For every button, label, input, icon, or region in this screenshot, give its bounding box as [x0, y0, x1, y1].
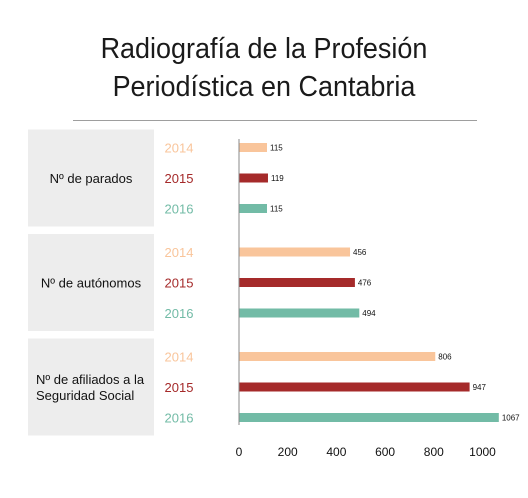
x-tick-label: 1000 — [469, 445, 496, 459]
year-label: 2016 — [165, 202, 194, 217]
group-label: Nº de autónomos — [41, 276, 142, 291]
bar-2015 — [239, 173, 268, 183]
bar-2015 — [239, 278, 355, 287]
bar-2014 — [239, 247, 351, 257]
data-label: 456 — [353, 248, 367, 257]
data-label: 115 — [270, 205, 283, 214]
year-label: 2015 — [165, 380, 194, 395]
data-label: 476 — [358, 279, 372, 288]
x-tick-label: 0 — [236, 445, 243, 459]
year-label: 2016 — [165, 306, 194, 321]
year-label: 2015 — [165, 276, 194, 291]
year-label: 2014 — [165, 141, 194, 156]
group-label: Nº de parados — [50, 171, 133, 186]
group-label: Seguridad Social — [36, 388, 134, 403]
data-label: 494 — [362, 309, 376, 318]
x-tick-label: 200 — [278, 445, 298, 459]
bar-2015 — [239, 382, 470, 392]
data-label: 1067 — [502, 414, 520, 423]
bar-2016 — [239, 413, 499, 422]
data-label: 115 — [270, 144, 283, 153]
year-label: 2014 — [165, 350, 194, 365]
bar-2016 — [239, 308, 360, 318]
bar-2016 — [239, 204, 268, 213]
x-tick-label: 400 — [326, 445, 346, 459]
data-label: 119 — [271, 174, 284, 183]
bar-2014 — [239, 143, 268, 152]
bar-2014 — [239, 352, 436, 361]
group-background — [28, 129, 154, 227]
year-label: 2014 — [165, 245, 194, 260]
chart-title-line-2: Periodística en Cantabria — [112, 71, 416, 103]
group-background — [28, 338, 154, 436]
year-label: 2015 — [165, 171, 194, 186]
data-label: 947 — [473, 383, 487, 392]
title-divider — [73, 120, 477, 121]
chart-title-line-1: Radiografía de la Profesión — [100, 33, 428, 65]
data-label: 806 — [438, 353, 452, 362]
group-background — [28, 234, 154, 331]
x-tick-label: 800 — [424, 445, 444, 459]
chart-title: Radiografía de la Profesión Periodística… — [18, 30, 509, 106]
group-label: Nº de afiliados a la — [36, 372, 145, 387]
x-tick-label: 600 — [375, 445, 395, 459]
year-label: 2016 — [165, 411, 194, 426]
